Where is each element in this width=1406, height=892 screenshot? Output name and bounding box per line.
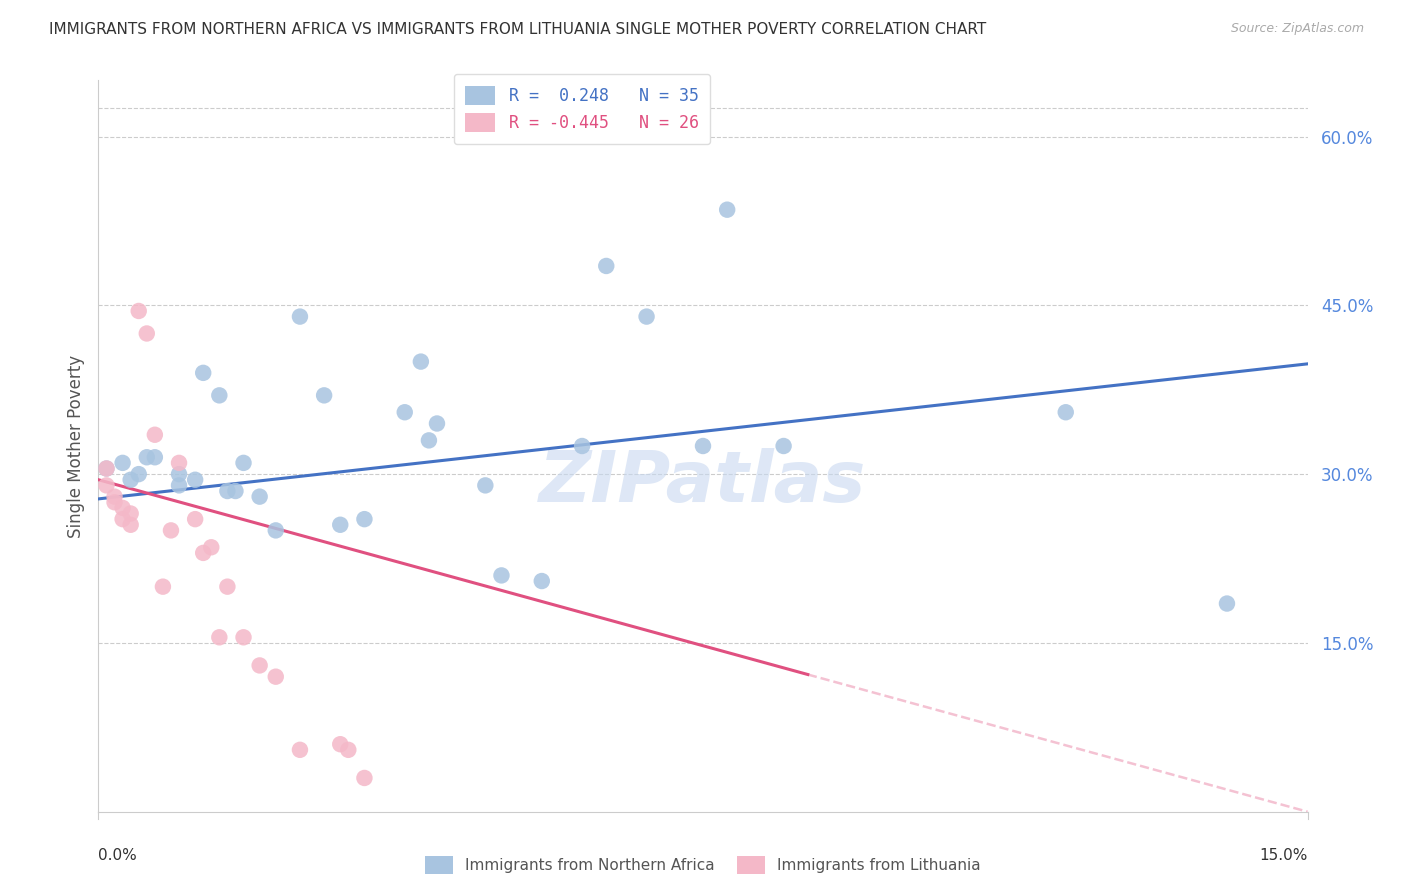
Point [353, 771, 375, 785]
Point [249, 490, 271, 504]
Point [474, 478, 496, 492]
Point [772, 439, 794, 453]
Text: ZIPatlas: ZIPatlas [540, 448, 866, 517]
Point [329, 737, 352, 751]
Point [120, 473, 142, 487]
Point [128, 467, 150, 482]
Point [193, 546, 215, 560]
Point [288, 743, 311, 757]
Point [184, 512, 207, 526]
Y-axis label: Single Mother Poverty: Single Mother Poverty [66, 354, 84, 538]
Point [314, 388, 336, 402]
Point [103, 495, 125, 509]
Point [111, 512, 134, 526]
Legend: R =  0.248   N = 35, R = -0.445   N = 26: R = 0.248 N = 35, R = -0.445 N = 26 [454, 74, 710, 145]
Point [249, 658, 271, 673]
Point [636, 310, 658, 324]
Point [167, 478, 190, 492]
Point [96, 461, 118, 475]
Text: Source: ZipAtlas.com: Source: ZipAtlas.com [1230, 22, 1364, 36]
Point [143, 427, 166, 442]
Point [232, 630, 254, 644]
Point [217, 580, 239, 594]
Point [692, 439, 714, 453]
Point [264, 524, 287, 538]
Legend: Immigrants from Northern Africa, Immigrants from Lithuania: Immigrants from Northern Africa, Immigra… [419, 850, 987, 880]
Point [418, 434, 440, 448]
Point [716, 202, 738, 217]
Text: 15.0%: 15.0% [1260, 848, 1308, 863]
Point [394, 405, 416, 419]
Point [184, 473, 207, 487]
Point [491, 568, 513, 582]
Text: IMMIGRANTS FROM NORTHERN AFRICA VS IMMIGRANTS FROM LITHUANIA SINGLE MOTHER POVER: IMMIGRANTS FROM NORTHERN AFRICA VS IMMIG… [49, 22, 987, 37]
Point [217, 483, 239, 498]
Point [96, 461, 118, 475]
Point [135, 450, 157, 465]
Text: 0.0%: 0.0% [98, 848, 138, 863]
Point [329, 517, 352, 532]
Point [167, 456, 190, 470]
Point [1216, 597, 1239, 611]
Point [224, 483, 246, 498]
Point [103, 490, 125, 504]
Point [208, 388, 231, 402]
Point [264, 670, 287, 684]
Point [232, 456, 254, 470]
Point [337, 743, 360, 757]
Point [595, 259, 617, 273]
Point [160, 524, 183, 538]
Point [167, 467, 190, 482]
Point [208, 630, 231, 644]
Point [288, 310, 311, 324]
Point [143, 450, 166, 465]
Point [128, 304, 150, 318]
Point [426, 417, 449, 431]
Point [193, 366, 215, 380]
Point [1054, 405, 1077, 419]
Point [353, 512, 375, 526]
Point [111, 456, 134, 470]
Point [409, 354, 432, 368]
Point [111, 500, 134, 515]
Point [200, 541, 222, 555]
Point [96, 478, 118, 492]
Point [530, 574, 553, 588]
Point [135, 326, 157, 341]
Point [120, 507, 142, 521]
Point [571, 439, 593, 453]
Point [152, 580, 174, 594]
Point [120, 517, 142, 532]
